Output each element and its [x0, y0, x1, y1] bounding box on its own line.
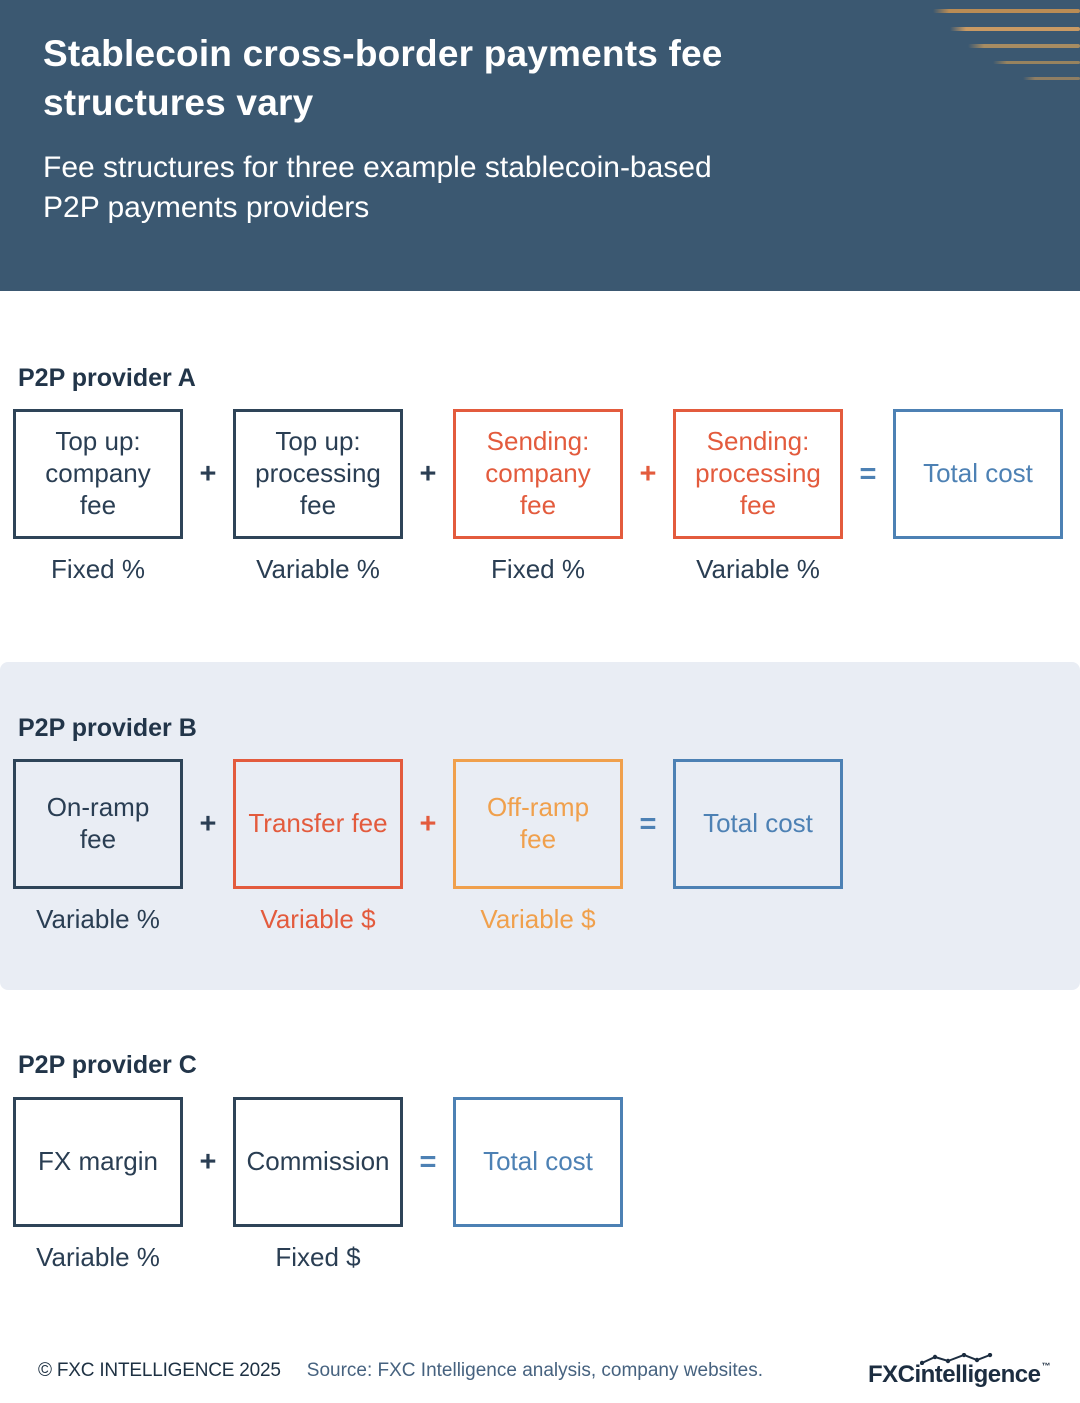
fee-cell-onramp: On-ramp fee Variable % — [13, 759, 183, 934]
fee-cell-sending-company: Sending: company fee Fixed % — [453, 409, 623, 584]
equals-operator: = — [419, 1146, 437, 1178]
plus-operator: + — [419, 808, 437, 840]
provider-c-heading: P2P provider C — [18, 1051, 197, 1079]
fee-box-label: Top up: company fee — [45, 426, 151, 520]
provider-b-section: P2P provider B On-ramp fee Variable % + … — [0, 662, 1080, 990]
total-cost-cell: Total cost — [673, 759, 843, 889]
speed-line — [968, 44, 1080, 48]
fee-box-label: Transfer fee — [248, 808, 388, 839]
fee-cell-topup-processing: Top up: processing fee Variable % — [233, 409, 403, 584]
fee-box-sending-processing: Sending: processing fee — [673, 409, 843, 539]
page-subtitle: Fee structures for three example stablec… — [43, 151, 712, 225]
fee-box-sending-company: Sending: company fee — [453, 409, 623, 539]
fee-box-label: On-ramp fee — [46, 792, 150, 854]
fee-cell-topup-company: Top up: company fee Fixed % — [13, 409, 183, 584]
fee-type-label: Variable % — [256, 554, 380, 584]
equals-operator: = — [639, 808, 657, 840]
fee-type-label: Variable % — [36, 1242, 160, 1272]
fee-box-fx-margin: FX margin — [13, 1097, 183, 1227]
total-cost-label: Total cost — [703, 808, 813, 839]
logo-trademark: ™ — [1041, 1361, 1051, 1371]
total-cost-box: Total cost — [893, 409, 1063, 539]
total-cost-cell: Total cost — [893, 409, 1063, 539]
fee-box-onramp: On-ramp fee — [13, 759, 183, 889]
total-cost-label: Total cost — [483, 1146, 593, 1177]
speed-line — [993, 61, 1080, 64]
speed-line — [933, 9, 1080, 13]
fee-type-label: Variable $ — [480, 904, 596, 934]
fee-box-topup-processing: Top up: processing fee — [233, 409, 403, 539]
plus-operator: + — [199, 808, 217, 840]
provider-b-heading: P2P provider B — [18, 714, 197, 742]
fxc-intelligence-logo: FXCintelligence™ — [868, 1353, 1050, 1389]
equals-operator: = — [859, 458, 877, 490]
footer: © FXC INTELLIGENCE 2025 Source: FXC Inte… — [38, 1353, 1050, 1389]
fee-box-topup-company: Top up: company fee — [13, 409, 183, 539]
fee-box-label: Commission — [246, 1146, 390, 1177]
plus-operator: + — [199, 1146, 217, 1178]
plus-operator: + — [419, 458, 437, 490]
fee-cell-commission: Commission Fixed $ — [233, 1097, 403, 1272]
plus-operator: + — [199, 458, 217, 490]
logo-chart-line-icon — [919, 1353, 993, 1365]
provider-a-section: P2P provider A Top up: company fee Fixed… — [0, 291, 1080, 584]
fee-cell-offramp: Off-ramp fee Variable $ — [453, 759, 623, 934]
page-title: Stablecoin cross-border payments fee str… — [43, 33, 723, 124]
fee-box-label: Off-ramp fee — [486, 792, 590, 854]
fee-type-label: Variable % — [696, 554, 820, 584]
fee-type-label: Fixed % — [51, 554, 145, 584]
fee-cell-transfer: Transfer fee Variable $ — [233, 759, 403, 934]
speed-line — [1023, 77, 1080, 80]
total-cost-box: Total cost — [453, 1097, 623, 1227]
fee-cell-sending-processing: Sending: processing fee Variable % — [673, 409, 843, 584]
total-cost-cell: Total cost — [453, 1097, 623, 1227]
fee-type-label: Variable $ — [260, 904, 376, 934]
fee-cell-fx-margin: FX margin Variable % — [13, 1097, 183, 1272]
fee-box-label: FX margin — [38, 1146, 158, 1177]
provider-a-heading: P2P provider A — [18, 364, 196, 392]
fee-box-label: Top up: processing fee — [255, 426, 381, 520]
logo-text: FXCintelligence — [867, 1361, 1041, 1388]
provider-b-equation-row: On-ramp fee Variable % + Transfer fee Va… — [13, 759, 1080, 934]
provider-c-section: P2P provider C FX margin Variable % + Co… — [0, 990, 1080, 1272]
fee-box-label: Sending: company fee — [485, 426, 591, 520]
fee-box-commission: Commission — [233, 1097, 403, 1227]
provider-a-equation-row: Top up: company fee Fixed % + Top up: pr… — [13, 409, 1080, 584]
fee-box-transfer: Transfer fee — [233, 759, 403, 889]
fee-box-label: Sending: processing fee — [695, 426, 821, 520]
provider-c-equation-row: FX margin Variable % + Commission Fixed … — [13, 1097, 1080, 1272]
copyright-text: © FXC INTELLIGENCE 2025 — [38, 1360, 281, 1381]
fee-type-label: Fixed % — [491, 554, 585, 584]
fee-box-offramp: Off-ramp fee — [453, 759, 623, 889]
total-cost-box: Total cost — [673, 759, 843, 889]
total-cost-label: Total cost — [923, 458, 1033, 489]
source-text: Source: FXC Intelligence analysis, compa… — [306, 1360, 763, 1381]
header: Stablecoin cross-border payments fee str… — [0, 0, 1080, 291]
fee-type-label: Variable % — [36, 904, 160, 934]
plus-operator: + — [639, 458, 657, 490]
fee-type-label: Fixed $ — [275, 1242, 361, 1272]
speed-line — [950, 27, 1080, 31]
